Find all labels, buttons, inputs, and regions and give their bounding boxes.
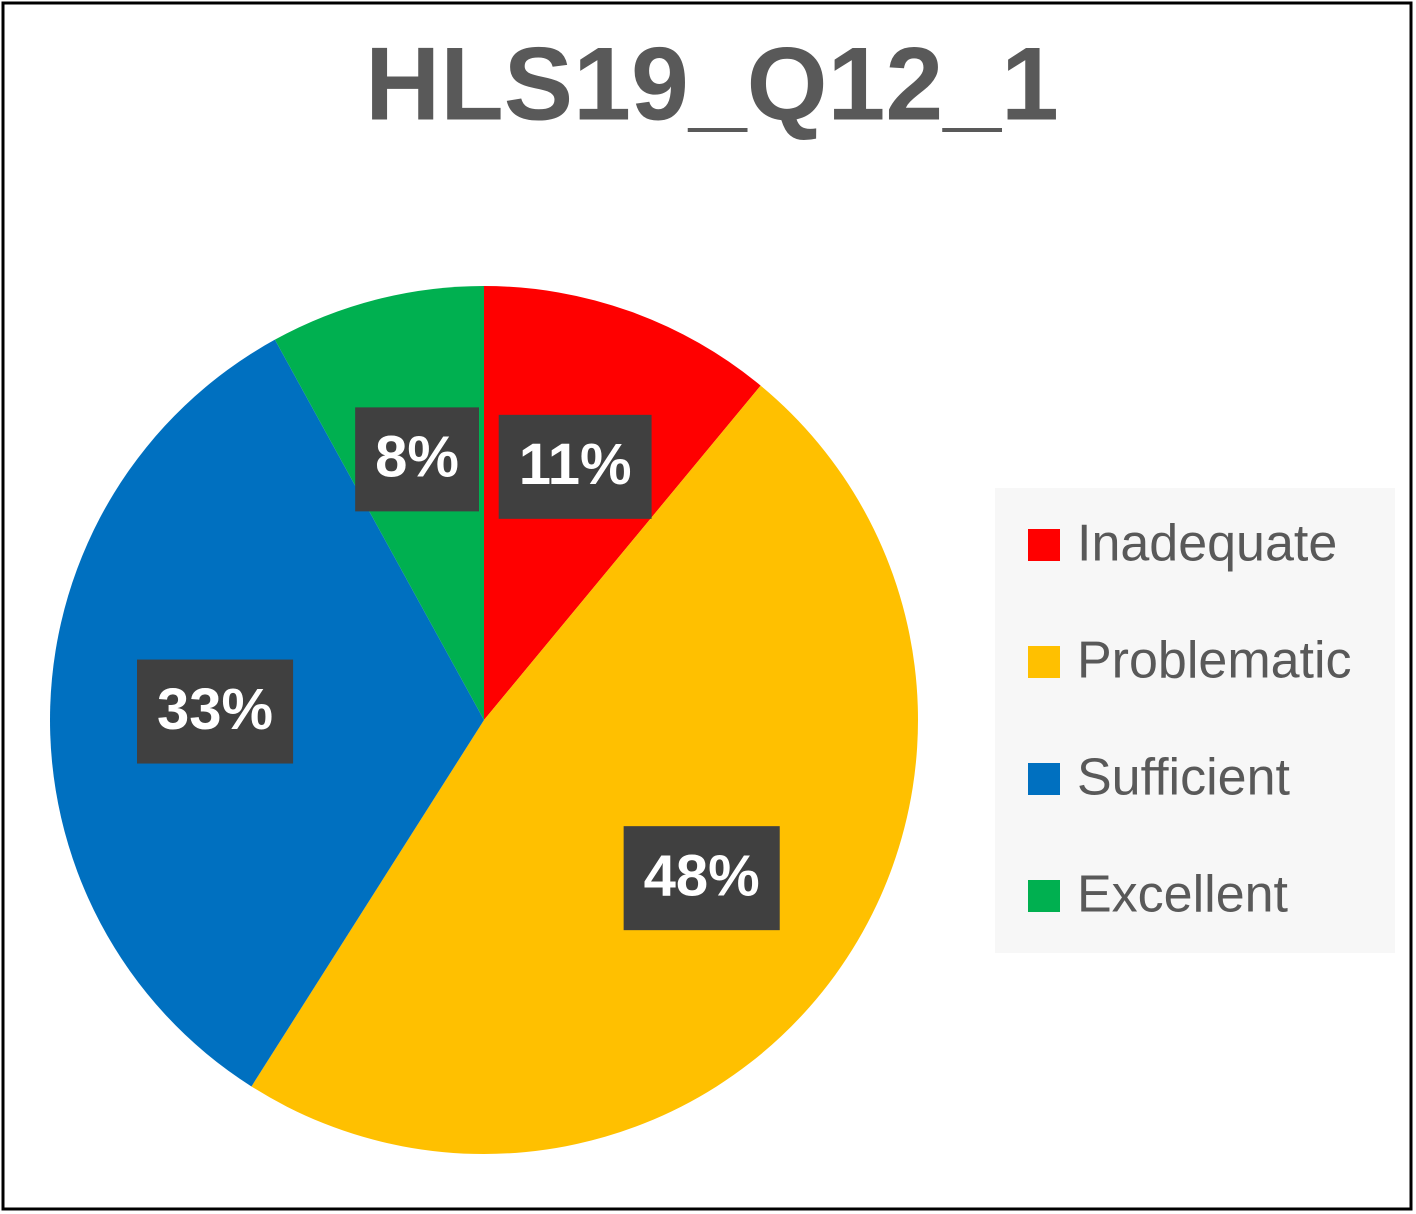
data-label-box (355, 407, 479, 512)
pie-slice (251, 385, 919, 1155)
legend-label: Excellent (1077, 866, 1289, 924)
data-label: 48% (644, 843, 760, 908)
data-label: 33% (157, 677, 273, 742)
data-label-box (623, 826, 780, 931)
legend-swatch (1028, 646, 1060, 678)
legend-label: Sufficient (1077, 749, 1291, 807)
data-label: 8% (375, 425, 459, 490)
legend-swatch (1028, 880, 1060, 912)
data-label-box (498, 414, 652, 519)
legend-swatch (1028, 763, 1060, 795)
data-label: 11% (519, 432, 632, 497)
legend-background (995, 488, 1395, 953)
legend-label: Inadequate (1077, 515, 1337, 573)
legend-swatch (1028, 529, 1060, 561)
chart-title: HLS19_Q12_1 (365, 26, 1059, 142)
legend-label: Problematic (1077, 632, 1352, 690)
data-label-box (137, 659, 294, 764)
